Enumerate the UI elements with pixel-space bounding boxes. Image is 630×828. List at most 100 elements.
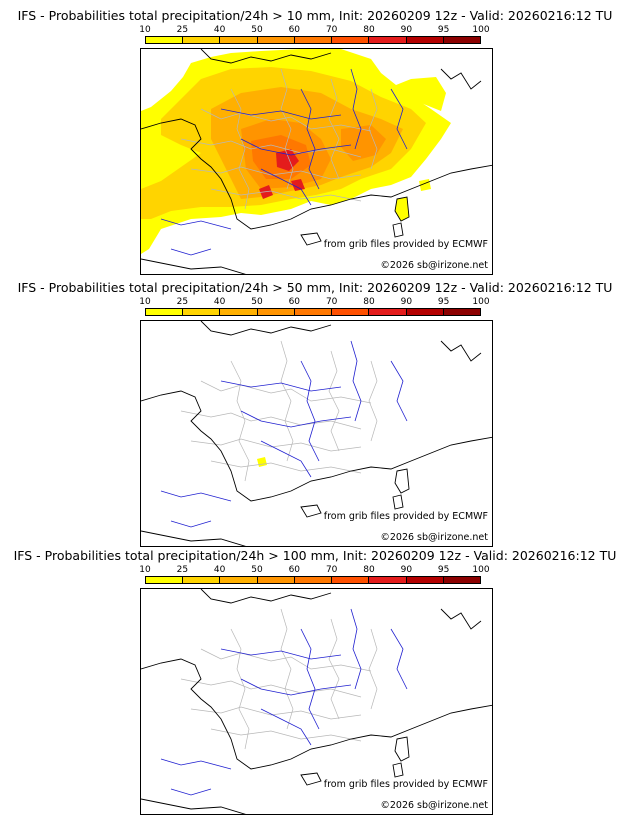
legend-label: 95 — [437, 565, 450, 575]
forecast-panel-50mm: IFS - Probabilities total precipitation/… — [0, 272, 630, 547]
legend-swatch — [220, 37, 258, 43]
probability-legend: 10 25 40 50 60 70 80 90 95 100 — [139, 25, 490, 47]
legend-swatch — [257, 37, 295, 43]
panel-title: IFS - Probabilities total precipitation/… — [17, 280, 613, 295]
legend-swatch — [443, 37, 480, 43]
data-credit: from grib files provided by ECMWF — [323, 511, 488, 522]
legend-swatch — [146, 37, 184, 43]
legend-swatch — [294, 37, 333, 43]
legend-colorbar — [145, 36, 481, 44]
rivers — [160, 608, 408, 796]
data-credit: from grib files provided by ECMWF — [323, 239, 488, 250]
probability-legend: 10 25 40 50 60 70 80 90 95 100 — [139, 297, 490, 319]
legend-labels: 10 25 40 50 60 70 80 90 95 100 — [139, 25, 489, 35]
legend-colorbar — [145, 308, 481, 316]
legend-swatch — [183, 37, 221, 43]
legend-label: 90 — [400, 565, 413, 575]
legend-swatch — [332, 37, 370, 43]
legend-swatch — [406, 309, 444, 315]
precip-shading — [257, 457, 267, 467]
map-area: from grib files provided by ECMWF ©2026 … — [140, 48, 493, 275]
panel-title: IFS - Probabilities total precipitation/… — [17, 8, 613, 23]
legend-swatch — [183, 577, 221, 583]
panel-title: IFS - Probabilities total precipitation/… — [13, 548, 617, 563]
admin-borders — [180, 608, 378, 750]
legend-swatch — [294, 309, 333, 315]
map-area: from grib files provided by ECMWF ©2026 … — [140, 588, 493, 815]
map-area: from grib files provided by ECMWF ©2026 … — [140, 320, 493, 547]
precip-area-80c — [291, 179, 305, 191]
precip-area-10-east — [386, 77, 446, 111]
legend-label: 80 — [363, 297, 375, 307]
admin-borders — [180, 68, 378, 210]
legend-label: 60 — [288, 565, 301, 575]
legend-label: 25 — [176, 565, 189, 575]
forecast-panel-100mm: IFS - Probabilities total precipitation/… — [0, 540, 630, 815]
legend-label: 50 — [251, 297, 263, 307]
precip-area-10 — [257, 457, 267, 467]
legend-swatch — [183, 309, 221, 315]
legend-label: 70 — [325, 297, 338, 307]
legend-label: 25 — [176, 25, 189, 35]
legend-label: 25 — [176, 297, 189, 307]
legend-label: 100 — [472, 25, 490, 35]
legend-swatch — [406, 37, 444, 43]
forecast-panel-10mm: IFS - Probabilities total precipitation/… — [0, 0, 630, 275]
precip-map — [141, 321, 492, 546]
precip-area-corsica — [395, 197, 409, 221]
legend-swatch — [332, 577, 370, 583]
legend-colorbar — [145, 576, 481, 584]
legend-labels: 10 25 40 50 60 70 80 90 95 100 — [139, 565, 489, 575]
legend-labels: 10 25 40 50 60 70 80 90 95 100 — [139, 297, 489, 307]
legend-label: 90 — [400, 297, 413, 307]
legend-label: 100 — [472, 565, 490, 575]
legend-swatch — [443, 577, 480, 583]
legend-label: 10 — [139, 25, 151, 35]
legend-label: 60 — [288, 25, 301, 35]
legend-swatch — [146, 309, 184, 315]
coastline — [141, 49, 492, 274]
legend-swatch — [220, 577, 258, 583]
legend-label: 40 — [213, 297, 226, 307]
legend-label: 70 — [325, 25, 338, 35]
legend-label: 10 — [139, 297, 151, 307]
probability-legend: 10 25 40 50 60 70 80 90 95 100 — [139, 565, 490, 587]
legend-swatch — [220, 309, 258, 315]
precip-map — [141, 49, 492, 274]
copyright-notice: ©2026 sb@irizone.net — [380, 260, 488, 271]
legend-swatch — [406, 577, 444, 583]
coastline — [141, 589, 492, 814]
legend-swatch — [369, 577, 407, 583]
legend-swatch — [294, 577, 333, 583]
legend-label: 95 — [437, 25, 450, 35]
legend-swatch — [332, 309, 370, 315]
legend-label: 10 — [139, 565, 151, 575]
legend-label: 50 — [251, 565, 263, 575]
coastline — [141, 321, 492, 546]
data-credit: from grib files provided by ECMWF — [323, 779, 488, 790]
copyright-notice: ©2026 sb@irizone.net — [380, 532, 488, 543]
admin-borders — [180, 340, 378, 482]
copyright-notice: ©2026 sb@irizone.net — [380, 800, 488, 811]
legend-label: 70 — [325, 565, 338, 575]
precip-area-60-east — [341, 125, 386, 161]
legend-label: 100 — [472, 297, 490, 307]
legend-label: 95 — [437, 297, 450, 307]
legend-swatch — [146, 577, 184, 583]
legend-swatch — [257, 577, 295, 583]
legend-label: 60 — [288, 297, 301, 307]
rivers — [160, 340, 408, 528]
legend-label: 90 — [400, 25, 413, 35]
legend-swatch — [443, 309, 480, 315]
precip-area-west — [211, 207, 227, 217]
legend-swatch — [369, 37, 407, 43]
precip-map — [141, 589, 492, 814]
legend-swatch — [369, 309, 407, 315]
legend-label: 80 — [363, 25, 375, 35]
legend-label: 40 — [213, 25, 226, 35]
legend-swatch — [257, 309, 295, 315]
legend-label: 40 — [213, 565, 226, 575]
rivers — [160, 68, 408, 256]
legend-label: 50 — [251, 25, 263, 35]
legend-label: 80 — [363, 565, 375, 575]
